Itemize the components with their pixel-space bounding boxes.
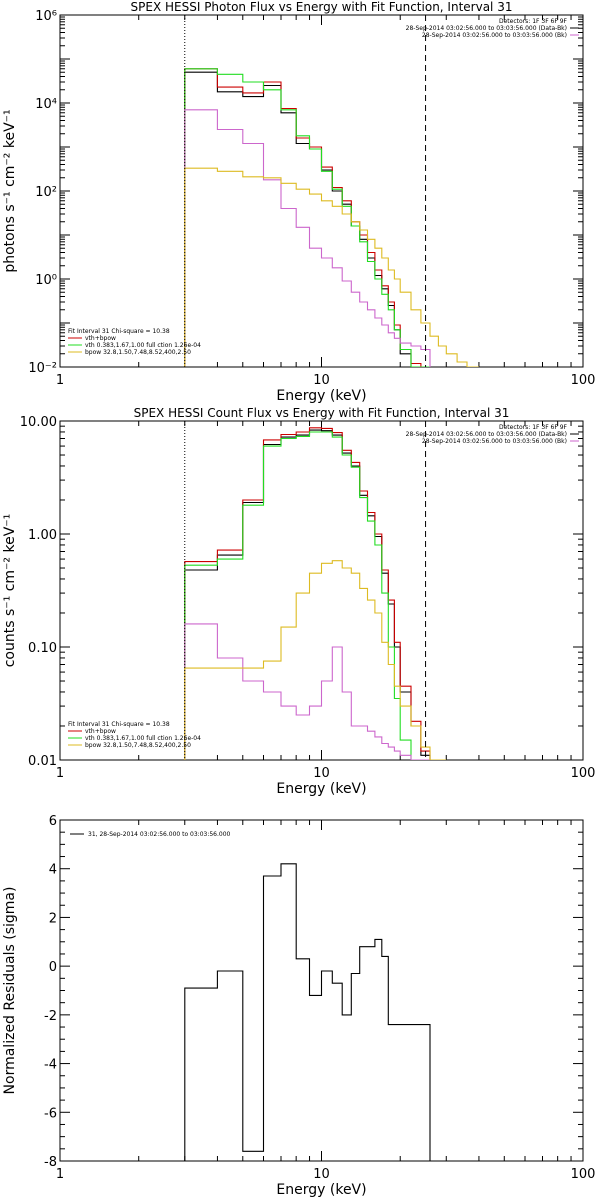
y-tick-label: 10⁰ [35,273,57,288]
series-group [184,863,431,1161]
legend-entry: vth 0.383,1.67,1.00 full ction 1.26e-04 [85,342,201,349]
legend-entry: vth+bpow [85,728,116,735]
y-axis-label: Normalized Residuals (sigma) [2,887,18,1095]
plot-frame [59,420,584,761]
legend-entry: 28-Sep-2014 03:02:56.000 to 03:03:56.000… [406,25,567,32]
chart-title: SPEX HESSI Count Flux vs Energy with Fit… [134,406,510,420]
legend-entry: 28-Sep-2014 03:02:56.000 to 03:03:56.000… [422,438,567,445]
legend-entry: 28-Sep-2014 03:02:56.000 to 03:03:56.000… [422,32,567,39]
y-tick-label: 1.00 [28,528,57,543]
series-group [184,427,447,760]
chart-panel-2: SPEX HESSI Count Flux vs Energy with Fit… [2,406,595,797]
series-bpow [184,167,479,367]
y-tick-label: 10² [35,185,57,200]
series-total [184,68,430,367]
y-tick-label: 0.01 [28,754,57,769]
y-axis-label: counts s⁻¹ cm⁻² keV⁻¹ [2,514,18,668]
x-tick-label: 100 [571,766,596,781]
series-data [184,863,431,1161]
legend-entry: Detectors: 1F 3F 6F 9F [499,424,568,431]
x-axis-label: Energy (keV) [276,781,366,797]
legend-entry: Fit Interval 31 Chi-square = 10.38 [68,328,170,335]
y-tick-label: 10⁶ [35,9,57,24]
legend-entry: Detectors: 1F 3F 6F 9F [499,18,568,25]
y-tick-label: 10.00 [20,415,57,430]
chart-title: SPEX HESSI Photon Flux vs Energy with Fi… [131,0,513,14]
x-tick-label: 10 [313,373,330,388]
legend-entry: Fit Interval 31 Chi-square = 10.38 [68,721,170,728]
series-total [184,427,431,760]
x-tick-label: 1 [56,1167,64,1182]
y-tick-label: 10⁻² [28,361,57,376]
x-tick-label: 1 [56,373,64,388]
series-bpow [184,560,447,760]
series-bk [184,109,431,367]
series-group [184,68,479,367]
y-axis-label: photons s⁻¹ cm⁻² keV⁻¹ [2,109,18,272]
x-tick-label: 1 [56,766,64,781]
y-tick-label: 0.10 [28,641,57,656]
y-tick-label: -4 [44,1058,57,1073]
legend-bottom-left: Fit Interval 31 Chi-square = 10.38vth+bp… [68,328,201,356]
x-tick-label: 100 [571,373,596,388]
y-tick-label: 0 [49,960,57,975]
x-axis-label: Energy (keV) [276,388,366,404]
y-tick-label: 2 [49,911,57,926]
plot-frame [59,14,584,368]
x-axis-label: Energy (keV) [276,1182,366,1198]
x-tick-label: 10 [313,766,330,781]
series-vth [184,431,430,760]
chart-panel-1: SPEX HESSI Photon Flux vs Energy with Fi… [2,0,595,404]
legend-entry: bpow 32.8,1.50,7.48,8.52,400,2.50 [85,349,191,356]
y-tick-label: -8 [44,1155,57,1170]
x-tick-label: 100 [571,1167,596,1182]
legend-bottom-left: Fit Interval 31 Chi-square = 10.38vth+bp… [68,721,201,749]
legend-entry: vth+bpow [85,335,116,342]
series-data [184,429,431,760]
series-bk [184,623,430,760]
legend-entry: 31, 28-Sep-2014 03:02:56.000 to 03:03:56… [88,831,231,838]
y-tick-label: 6 [49,814,57,829]
legend-entry: 28-Sep-2014 03:02:56.000 to 03:03:56.000… [406,431,567,438]
legend-entry: vth 0.383,1.67,1.00 full ction 1.26e-04 [85,735,201,742]
series-vth [184,68,430,367]
legend-top-left: 31, 28-Sep-2014 03:02:56.000 to 03:03:56… [70,831,231,838]
y-tick-label: 10⁴ [35,97,57,112]
y-tick-label: -6 [44,1106,57,1121]
x-tick-label: 10 [313,1167,330,1182]
legend-entry: bpow 32.8,1.50,7.48,8.52,400,2.50 [85,742,191,749]
y-tick-label: 4 [49,863,57,878]
y-tick-label: -2 [44,1009,57,1024]
chart-panel-3: 1 10 100 Energy (keV) -8 -6 -4 -2 0 2 4 6 Normalized… [2,814,595,1198]
series-data [184,71,430,367]
